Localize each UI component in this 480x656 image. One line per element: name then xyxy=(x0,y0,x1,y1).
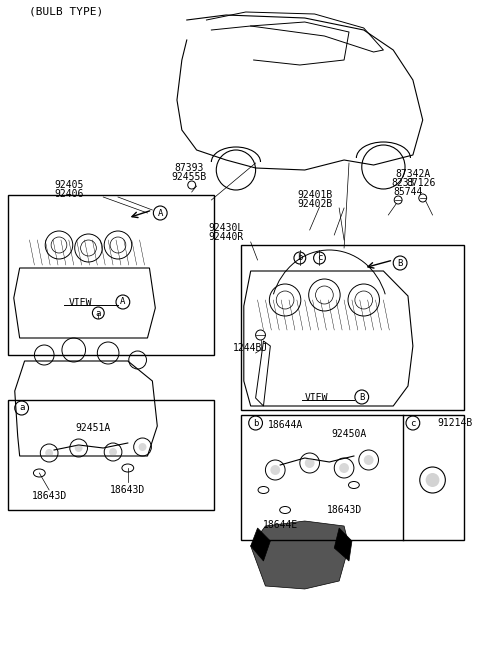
Circle shape xyxy=(188,181,196,189)
Polygon shape xyxy=(255,341,270,406)
Bar xyxy=(241,245,464,410)
Circle shape xyxy=(45,449,53,457)
Text: 87126: 87126 xyxy=(406,178,435,188)
Text: 92450A: 92450A xyxy=(331,429,367,439)
Text: a: a xyxy=(19,403,24,413)
Text: 18644E: 18644E xyxy=(263,520,298,530)
Text: A: A xyxy=(157,209,163,218)
Text: 92451A: 92451A xyxy=(76,423,111,433)
Circle shape xyxy=(364,455,373,465)
Text: VIEW: VIEW xyxy=(69,298,92,308)
Text: 87342A: 87342A xyxy=(395,169,431,179)
Text: c: c xyxy=(410,419,416,428)
Text: 85744: 85744 xyxy=(393,187,423,197)
Bar xyxy=(8,400,214,510)
Polygon shape xyxy=(334,528,352,561)
Text: 8233: 8233 xyxy=(391,178,415,188)
Circle shape xyxy=(419,194,427,202)
Text: VIEW: VIEW xyxy=(305,393,328,403)
Text: a: a xyxy=(96,308,101,318)
Circle shape xyxy=(426,473,439,487)
Circle shape xyxy=(270,465,280,475)
Text: 18643D: 18643D xyxy=(32,491,67,501)
Circle shape xyxy=(305,458,314,468)
Text: 1244BJ: 1244BJ xyxy=(233,343,268,353)
Circle shape xyxy=(75,444,83,452)
Circle shape xyxy=(339,463,349,473)
Polygon shape xyxy=(251,528,270,561)
Text: 87393: 87393 xyxy=(174,163,204,173)
Text: 92401B: 92401B xyxy=(297,190,332,200)
Text: 92405: 92405 xyxy=(54,180,84,190)
Text: 91214B: 91214B xyxy=(437,418,473,428)
Text: 18644A: 18644A xyxy=(267,420,303,430)
Text: 18643D: 18643D xyxy=(110,485,145,495)
Circle shape xyxy=(255,330,265,340)
Bar xyxy=(8,195,214,355)
Text: 92402B: 92402B xyxy=(297,199,332,209)
Text: b: b xyxy=(253,419,258,428)
Text: B: B xyxy=(359,392,364,401)
Text: 92406: 92406 xyxy=(54,189,84,199)
Text: 92430L: 92430L xyxy=(208,223,244,233)
Text: (BULB TYPE): (BULB TYPE) xyxy=(29,7,104,17)
Text: 92455B: 92455B xyxy=(171,172,206,182)
Circle shape xyxy=(394,196,402,204)
Text: b: b xyxy=(297,253,302,262)
Text: 92440R: 92440R xyxy=(208,232,244,242)
Text: 18643D: 18643D xyxy=(326,505,362,515)
Circle shape xyxy=(109,448,117,456)
Text: A: A xyxy=(120,298,126,306)
Bar xyxy=(241,415,464,540)
Text: c: c xyxy=(317,253,322,262)
Text: B: B xyxy=(397,258,403,268)
Polygon shape xyxy=(251,521,349,589)
Circle shape xyxy=(139,443,146,451)
